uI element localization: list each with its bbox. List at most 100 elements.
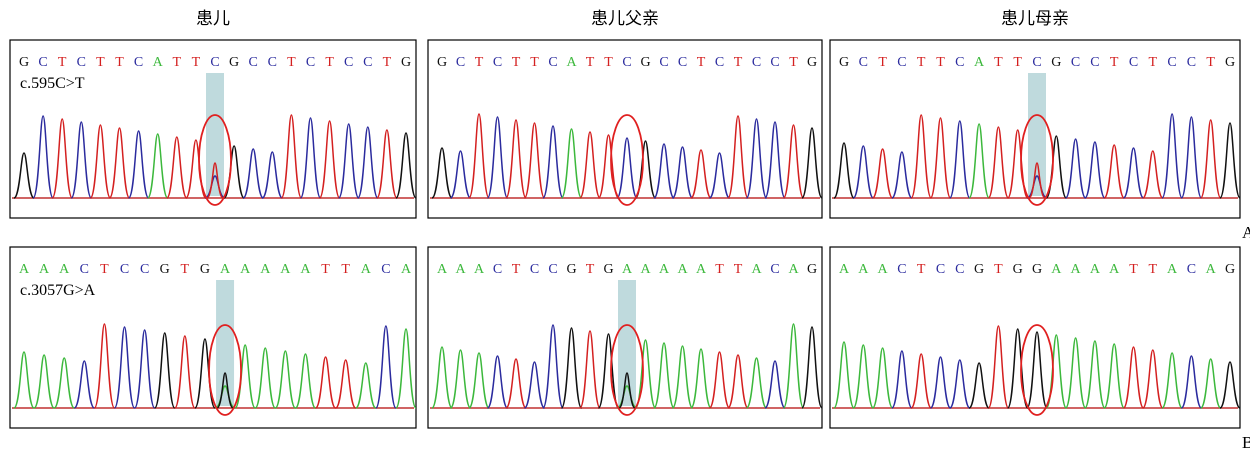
base-letter: G (974, 262, 984, 277)
base-letter: G (229, 55, 239, 70)
base-letter: G (1051, 55, 1061, 70)
highlight (206, 73, 224, 196)
base-letter: T (530, 55, 539, 70)
base-letter: T (341, 262, 350, 277)
base-letter: T (287, 55, 296, 70)
base-letter: A (839, 262, 850, 277)
base-letter: A (240, 262, 251, 277)
base-letter: T (734, 55, 743, 70)
highlight (618, 280, 636, 406)
base-letter: C (80, 262, 89, 277)
base-letter: A (1090, 262, 1101, 277)
base-letter: T (475, 55, 484, 70)
base-letter: A (640, 262, 651, 277)
base-letter: A (677, 262, 688, 277)
base-letter: T (715, 262, 724, 277)
base-letter: C (120, 262, 129, 277)
base-letter: G (1013, 262, 1023, 277)
base-letter: C (134, 55, 143, 70)
base-letter: A (437, 262, 448, 277)
base-letter: C (936, 262, 945, 277)
base-letter: C (210, 55, 219, 70)
base-letter: A (455, 262, 466, 277)
column-title: 患儿 (196, 9, 230, 29)
base-letter: T (917, 262, 926, 277)
base-letter: G (19, 55, 29, 70)
base-letter: G (640, 55, 650, 70)
base-letter: T (1013, 55, 1022, 70)
base-letter: C (1167, 55, 1176, 70)
base-letter: C (770, 55, 779, 70)
base-letter: A (280, 262, 291, 277)
base-letter: A (220, 262, 231, 277)
base-letter: C (548, 262, 557, 277)
base-letter: C (715, 55, 724, 70)
base-letter: T (586, 55, 595, 70)
base-letter: T (1129, 262, 1138, 277)
base-letter: C (530, 262, 539, 277)
base-letter: T (1149, 55, 1158, 70)
base-letter: A (59, 262, 70, 277)
base-letter: C (548, 55, 557, 70)
base-letter: C (456, 55, 465, 70)
base-letter: C (955, 55, 964, 70)
base-letter: A (260, 262, 271, 277)
base-letter: T (181, 262, 190, 277)
base-letter: C (1090, 55, 1099, 70)
base-letter: G (603, 262, 613, 277)
base-letter: C (306, 55, 315, 70)
base-letter: T (734, 262, 743, 277)
base-letter: A (39, 262, 50, 277)
base-letter: T (115, 55, 124, 70)
figure: 患儿患儿父亲患儿母亲AGCTCTTCATTCGCCTCTCCTGc.595C>T… (0, 0, 1250, 450)
base-letter: C (678, 55, 687, 70)
base-letter: C (344, 55, 353, 70)
base-letter: A (622, 262, 633, 277)
base-letter: A (696, 262, 707, 277)
panel: GCTCTTCATTCGCCTCTCCTG (830, 40, 1240, 218)
base-letter: C (955, 262, 964, 277)
base-letter: T (697, 55, 706, 70)
panel: AAACTCCGTGAAAAATTACAG (428, 247, 822, 428)
base-letter: A (1109, 262, 1120, 277)
base-letter: C (38, 55, 47, 70)
base-letter: T (512, 55, 521, 70)
base-letter: A (474, 262, 485, 277)
base-letter: A (1206, 262, 1217, 277)
panel: AAACTCCGTGGAAAATTACAG (830, 247, 1240, 428)
base-letter: G (401, 55, 411, 70)
base-letter: C (249, 55, 258, 70)
base-letter: G (1225, 55, 1235, 70)
base-letter: T (994, 55, 1003, 70)
base-letter: T (994, 262, 1003, 277)
base-letter: C (1071, 55, 1080, 70)
highlight (216, 280, 234, 406)
base-letter: C (268, 55, 277, 70)
base-letter: C (1187, 55, 1196, 70)
column-title: 患儿父亲 (591, 9, 659, 29)
variant-label: c.595C>T (20, 75, 85, 92)
base-letter: C (1129, 55, 1138, 70)
base-letter: A (659, 262, 670, 277)
column-title: 患儿母亲 (1001, 9, 1069, 29)
base-letter: T (58, 55, 67, 70)
base-letter: C (493, 55, 502, 70)
base-letter: G (1225, 262, 1235, 277)
base-letter: T (936, 55, 945, 70)
base-letter: G (807, 55, 817, 70)
base-letter: A (788, 262, 799, 277)
page: 患儿患儿父亲患儿母亲AGCTCTTCATTCGCCTCTCCTGc.595C>T… (0, 0, 1250, 450)
base-letter: T (192, 55, 201, 70)
base-letter: A (878, 262, 889, 277)
base-letter: T (789, 55, 798, 70)
base-letter: G (437, 55, 447, 70)
base-letter: C (859, 55, 868, 70)
base-letter: A (974, 55, 985, 70)
base-letter: A (401, 262, 412, 277)
base-letter: A (1071, 262, 1082, 277)
base-letter: C (381, 262, 390, 277)
base-letter: A (751, 262, 762, 277)
base-letter: A (858, 262, 869, 277)
base-letter: A (566, 55, 577, 70)
